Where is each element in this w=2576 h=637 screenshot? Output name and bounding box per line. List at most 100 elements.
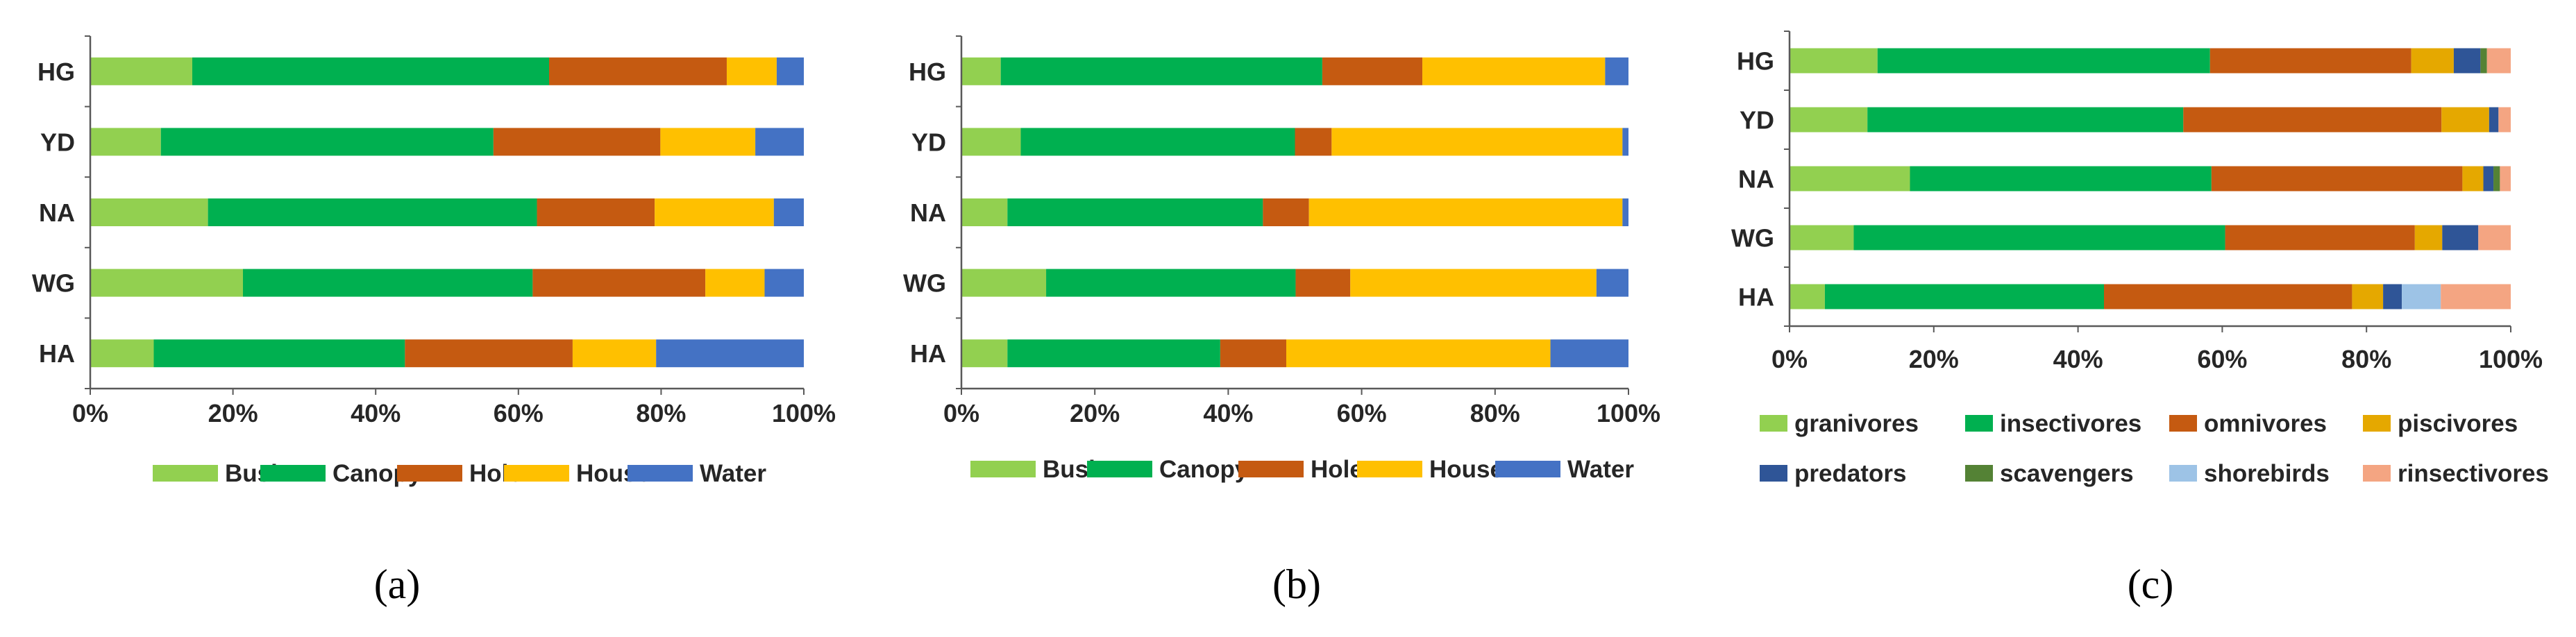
bar-segment-scavengers-hg	[2480, 48, 2487, 74]
bar-segment-insectivores-wg	[1853, 225, 2225, 250]
bar-segment-house-na	[1308, 198, 1623, 226]
legend-swatch-granivores	[1760, 415, 1787, 432]
bar-segment-canopy-yd	[1020, 128, 1295, 156]
legend-swatch-house	[504, 465, 569, 482]
category-label: HA	[910, 339, 946, 368]
x-tick-label: 60%	[2197, 345, 2247, 373]
x-tick-label: 80%	[1470, 399, 1520, 427]
legend-label-house: House	[1429, 456, 1504, 483]
legend-label-hole: Hole	[1311, 456, 1363, 483]
bar-segment-house-wg	[1350, 269, 1597, 297]
x-tick-label: 100%	[1597, 399, 1660, 427]
x-tick-label: 80%	[2341, 345, 2391, 373]
legend-swatch-bush	[153, 465, 218, 482]
bar-segment-predators-wg	[2442, 225, 2479, 250]
bar-segment-insectivores-na	[1910, 166, 2212, 192]
category-label: YD	[911, 128, 946, 156]
bar-segment-granivores-ha	[1790, 284, 1825, 309]
bar-segment-hole-ha	[1220, 339, 1287, 368]
legend-swatch-piscivores	[2363, 415, 2391, 432]
bar-segment-hole-hg	[549, 57, 727, 85]
bar-segment-hole-na	[1263, 198, 1309, 226]
bar-segment-bush-wg	[961, 269, 1047, 297]
bar-segment-bush-yd	[90, 128, 161, 156]
chart-panel-3: HG YD NA WG HA 0% 20% 40% 60% 80% 100% granivores in…	[1731, 31, 2549, 607]
bar-segment-piscivores-na	[2462, 166, 2484, 192]
bar-segment-hole-yd	[493, 128, 661, 156]
bar-segment-rinsectivores-na	[2500, 166, 2511, 192]
bar-segment-predators-hg	[2453, 48, 2481, 74]
bar-segment-canopy-ha	[1007, 339, 1220, 368]
panel-label: (c)	[2128, 561, 2174, 607]
x-tick-label: 60%	[494, 399, 544, 427]
bar-segment-canopy-hg	[1000, 57, 1322, 85]
legend-swatch-hole	[1238, 461, 1304, 477]
bar-segment-house-ha	[1286, 339, 1551, 368]
category-label: NA	[910, 198, 946, 227]
legend-label-rinsectivores: rinsectivores	[2398, 460, 2549, 487]
x-tick-label: 40%	[1203, 399, 1253, 427]
legend-label-water: Water	[1567, 456, 1634, 483]
legend-swatch-insectivores	[1965, 415, 1993, 432]
bar-segment-rinsectivores-hg	[2486, 48, 2511, 74]
x-tick-label: 40%	[351, 399, 401, 427]
bar-segment-insectivores-yd	[1867, 107, 2184, 133]
bar-segment-water-na	[773, 198, 804, 226]
x-tick-label: 20%	[208, 399, 258, 427]
bar-segment-bush-hg	[961, 57, 1001, 85]
x-tick-label: 100%	[772, 399, 836, 427]
bar-segment-house-hg	[1422, 57, 1606, 85]
legend-swatch-house	[1357, 461, 1422, 477]
legend-swatch-water	[628, 465, 693, 482]
bar-segment-bush-na	[961, 198, 1008, 226]
category-label: HG	[1737, 47, 1774, 76]
x-tick-label: 0%	[1771, 345, 1808, 373]
bar-segment-canopy-yd	[160, 128, 494, 156]
panel-label: (b)	[1272, 561, 1321, 607]
category-label: NA	[1738, 165, 1774, 194]
bar-segment-rinsectivores-wg	[2478, 225, 2511, 250]
bar-segment-house-ha	[572, 339, 657, 368]
bar-segment-bush-ha	[961, 339, 1008, 368]
bar-segment-canopy-na	[208, 198, 537, 226]
bar-segment-granivores-yd	[1790, 107, 1868, 133]
bar-segment-canopy-na	[1007, 198, 1263, 226]
bar-segment-granivores-na	[1790, 166, 1910, 192]
bar-segment-hole-na	[537, 198, 655, 226]
legend-label-canopy: Canopy	[1159, 456, 1249, 483]
legend-swatch-water	[1495, 461, 1560, 477]
legend-swatch-shorebirds	[2169, 465, 2197, 482]
legend-swatch-bush	[970, 461, 1036, 477]
legend-swatch-canopy	[260, 465, 326, 482]
legend-label-omnivores: omnivores	[2204, 410, 2327, 437]
legend-label-scavengers: scavengers	[2000, 460, 2134, 487]
bar-segment-water-hg	[1605, 57, 1628, 85]
bar-segment-canopy-hg	[192, 57, 549, 85]
bar-segment-bush-ha	[90, 339, 154, 368]
bar-segment-water-ha	[1550, 339, 1628, 368]
x-tick-label: 80%	[636, 399, 686, 427]
category-label: WG	[1731, 224, 1774, 253]
bar-segment-water-yd	[755, 128, 804, 156]
panel-label: (a)	[374, 561, 421, 607]
category-label: HA	[1738, 283, 1774, 312]
category-label: HG	[909, 58, 946, 86]
bar-segment-omnivores-wg	[2225, 225, 2415, 250]
bar-segment-hole-wg	[1295, 269, 1351, 297]
bar-segment-piscivores-ha	[2352, 284, 2384, 309]
bar-segment-predators-ha	[2383, 284, 2402, 309]
category-label: HG	[37, 58, 75, 86]
x-tick-label: 100%	[2479, 345, 2543, 373]
bar-segment-omnivores-ha	[2104, 284, 2352, 309]
x-tick-label: 20%	[1070, 399, 1120, 427]
x-tick-label: 40%	[2053, 345, 2103, 373]
legend-label-water: Water	[700, 460, 766, 487]
legend-label-piscivores: piscivores	[2398, 410, 2518, 437]
legend-swatch-rinsectivores	[2363, 465, 2391, 482]
bar-segment-granivores-hg	[1790, 48, 1878, 74]
bar-segment-water-wg	[764, 269, 804, 297]
bar-segment-hole-hg	[1322, 57, 1423, 85]
x-tick-label: 60%	[1337, 399, 1387, 427]
bar-segment-omnivores-na	[2211, 166, 2463, 192]
